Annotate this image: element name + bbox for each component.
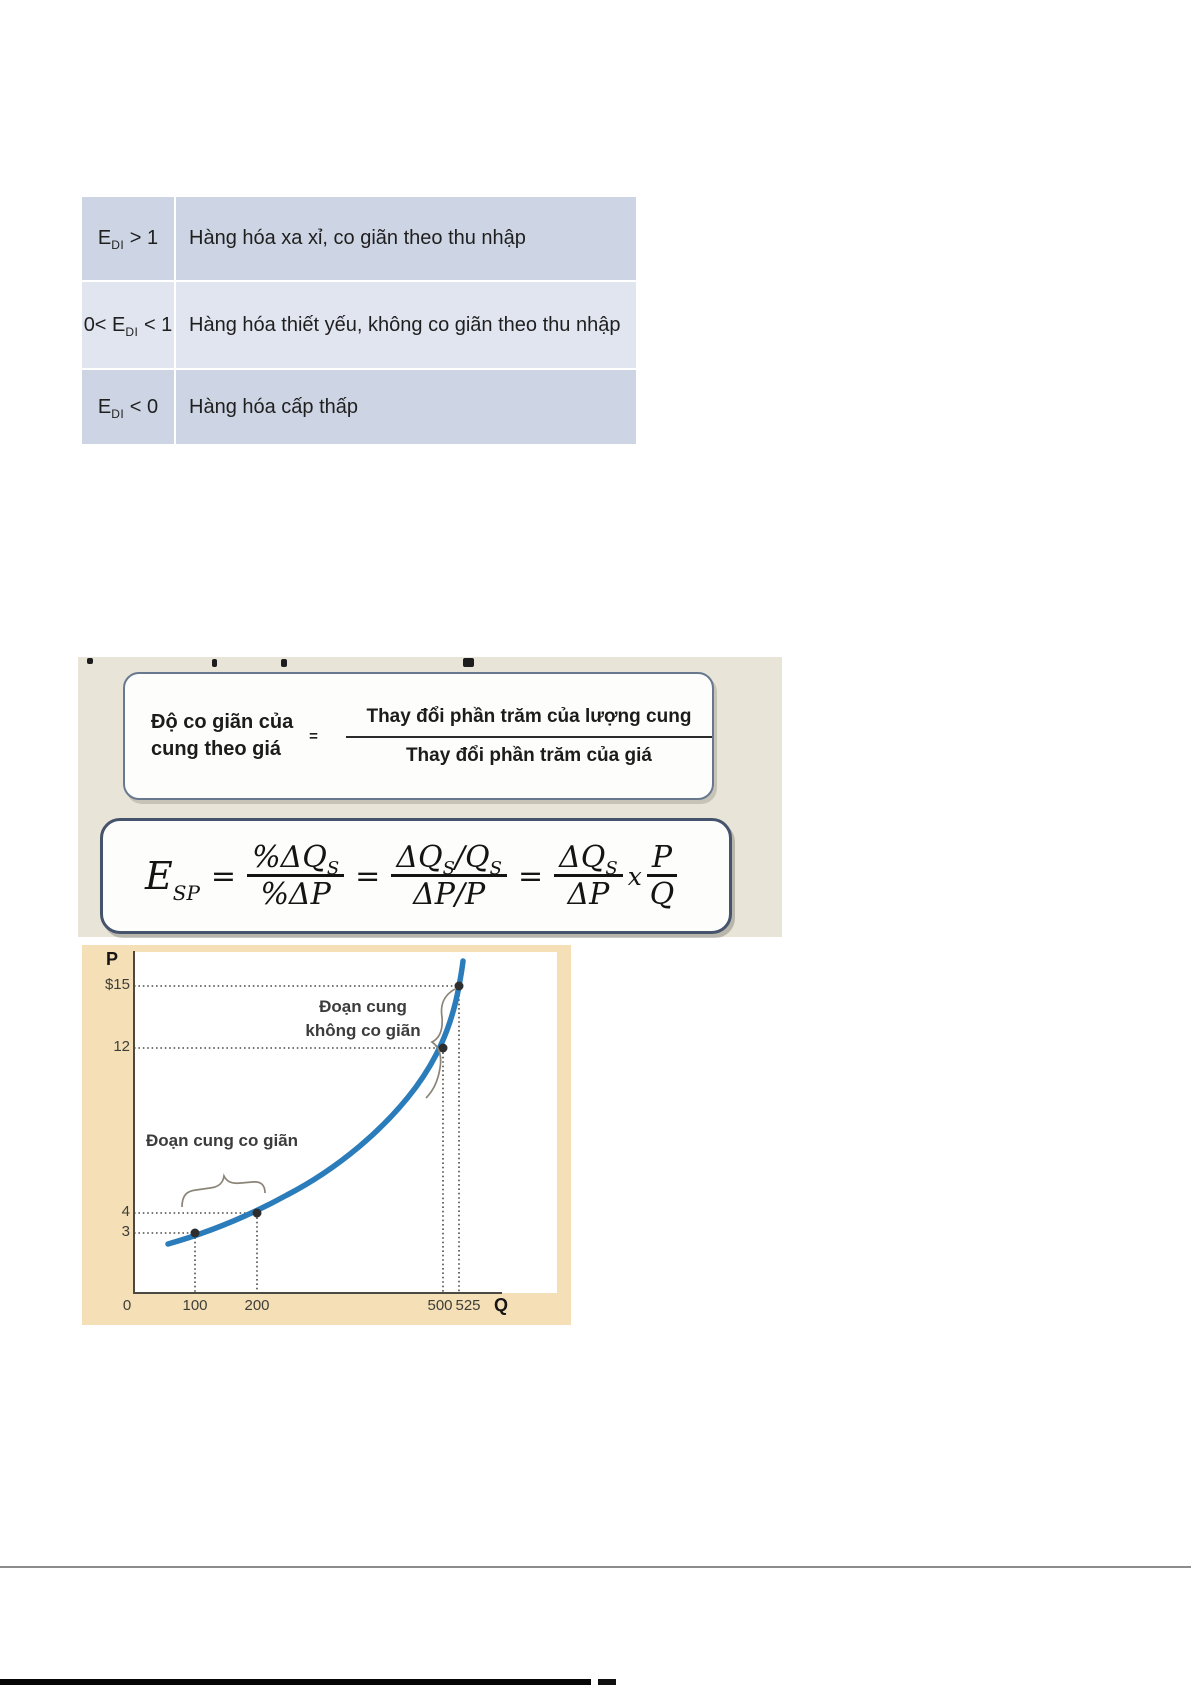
x-tick: 100 [182, 1297, 208, 1314]
table-cell-condition: EDI < 0 [82, 370, 174, 444]
axes [133, 951, 502, 1294]
data-points [190, 981, 464, 1238]
elastic-segment-label: Đoạn cung co giãn [146, 1131, 299, 1150]
table-row: EDI > 1 Hàng hóa xa xỉ, co giãn theo thu… [82, 197, 636, 280]
table-cell-description: Hàng hóa thiết yếu, không co giãn theo t… [176, 282, 636, 368]
table-cell-description: Hàng hóa cấp thấp [176, 370, 636, 444]
esp-formula-box: ESP = %ΔQS %ΔP = ΔQS/QS ΔP/P = ΔQS ΔP x … [100, 818, 732, 934]
formula-fraction-4: P Q [646, 841, 678, 911]
multiplication-sign: x [627, 861, 642, 891]
fraction-bar [345, 735, 712, 738]
formula-fraction-3: ΔQS ΔP [554, 841, 623, 911]
y-tick: $15 [104, 976, 130, 993]
supply-curve-chart: P Q $15 12 4 3 0 100 200 500 525 Đoạn cu… [82, 945, 571, 1325]
page-divider-line [0, 1566, 1191, 1568]
y-tick: 3 [121, 1223, 130, 1240]
definition-fraction: Thay đổi phần trăm của lượng cung Thay đ… [345, 705, 712, 767]
formula-fraction-1: %ΔQS %ΔP [247, 841, 345, 911]
guide-lines [134, 985, 460, 1293]
fraction-numerator: Thay đổi phần trăm của lượng cung [366, 705, 692, 727]
income-elasticity-table: EDI > 1 Hàng hóa xa xỉ, co giãn theo thu… [82, 197, 636, 444]
table-cell-description: Hàng hóa xa xỉ, co giãn theo thu nhập [176, 197, 636, 280]
table-row: EDI < 0 Hàng hóa cấp thấp [82, 370, 636, 444]
x-tick: 200 [244, 1297, 270, 1314]
table-cell-condition: 0< EDI < 1 [82, 282, 174, 368]
inelastic-segment-label: Đoạn cung không co giãn [305, 997, 421, 1040]
plot-area [134, 952, 557, 1293]
equals-sign: = [210, 858, 237, 894]
supply-elasticity-panel: Độ co giãn của cung theo giá = Thay đổi … [78, 657, 782, 937]
page-bottom-bar [0, 1679, 591, 1685]
inelastic-brace [425, 988, 456, 1099]
equals-sign: = [309, 727, 318, 745]
equals-sign: = [517, 858, 544, 894]
elastic-brace [181, 1173, 266, 1208]
y-tick: 4 [121, 1203, 130, 1220]
x-tick: 0 [122, 1297, 132, 1314]
braces [181, 988, 456, 1208]
x-tick: 525 [455, 1297, 481, 1314]
equals-sign: = [355, 858, 381, 894]
page-bottom-bar-fragment [598, 1679, 616, 1685]
definition-label: Độ co giãn của cung theo giá [151, 711, 294, 760]
elasticity-definition-box: Độ co giãn của cung theo giá = Thay đổi … [123, 672, 714, 800]
table-cell-condition: EDI > 1 [82, 197, 174, 280]
x-axis-label: Q [494, 1295, 509, 1315]
cropped-text-fragment [212, 659, 217, 667]
x-tick: 500 [427, 1297, 453, 1314]
supply-curve-svg [133, 951, 502, 1294]
cropped-text-fragment [87, 658, 93, 664]
cropped-text-fragment [281, 659, 287, 667]
formula-fraction-2: ΔQS/QS ΔP/P [391, 841, 507, 911]
y-tick: 12 [113, 1038, 130, 1055]
table-row: 0< EDI < 1 Hàng hóa thiết yếu, không co … [82, 282, 636, 368]
cropped-text-fragment [463, 658, 474, 667]
fraction-denominator: Thay đổi phần trăm của giá [405, 744, 652, 766]
y-axis-label: P [105, 949, 118, 969]
formula-lhs: ESP [145, 854, 200, 905]
